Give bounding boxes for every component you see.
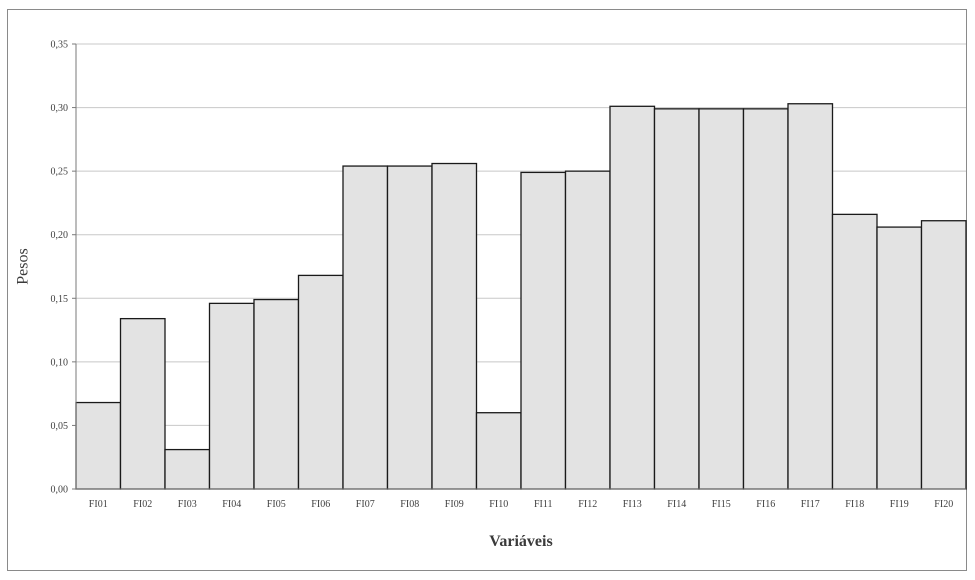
x-tick-label: FI17 xyxy=(801,499,820,510)
y-tick-labels: 0,00 0,05 0,10 0,15 0,20 0,25 0,30 0,35 xyxy=(51,40,69,496)
x-tick-label: FI20 xyxy=(934,499,953,510)
bar-fi10 xyxy=(475,412,522,490)
bar-fi18 xyxy=(831,213,878,490)
y-tick-label: 0,00 xyxy=(51,485,69,496)
bar-fi02 xyxy=(119,317,166,490)
x-tick-label: FI08 xyxy=(400,499,419,510)
y-tick-label: 0,35 xyxy=(51,40,69,51)
bar-fi16 xyxy=(742,108,789,490)
axes xyxy=(72,43,966,490)
y-tick-label: 0,05 xyxy=(51,421,69,432)
bar-fi14 xyxy=(653,108,700,490)
bar-fi15 xyxy=(698,108,745,490)
y-tick-label: 0,25 xyxy=(51,167,69,178)
x-tick-label: FI04 xyxy=(222,499,241,510)
x-tick-labels: FI01 FI02 FI03 FI04 FI05 FI06 FI07 FI08 FI09 FI10… xyxy=(89,499,953,510)
chart-frame: 0,00 0,05 0,10 0,15 0,20 0,25 0,30 0,35 FI01 FI0… xyxy=(7,9,967,571)
bar-fi04 xyxy=(208,302,255,490)
bar-fi13 xyxy=(609,105,656,490)
x-tick-label: FI15 xyxy=(712,499,731,510)
x-tick-label: FI16 xyxy=(756,499,775,510)
y-tick-label: 0,10 xyxy=(51,357,69,368)
bar-fi19 xyxy=(876,226,923,490)
x-tick-label: FI06 xyxy=(311,499,330,510)
y-tick-label: 0,30 xyxy=(51,103,69,114)
bar-fi09 xyxy=(431,162,478,490)
x-tick-label: FI14 xyxy=(667,499,686,510)
y-tick-label: 0,15 xyxy=(51,294,69,305)
x-tick-label: FI09 xyxy=(445,499,464,510)
bar-fi01 xyxy=(75,401,122,490)
bar-fi20 xyxy=(920,220,967,490)
x-tick-label: FI05 xyxy=(267,499,286,510)
x-tick-label: FI18 xyxy=(845,499,864,510)
x-tick-label: FI02 xyxy=(133,499,152,510)
x-tick-label: FI12 xyxy=(578,499,597,510)
bar-fi07 xyxy=(342,165,389,490)
y-axis-title: Pesos xyxy=(15,248,32,284)
x-tick-label: FI19 xyxy=(890,499,909,510)
x-tick-label: FI13 xyxy=(623,499,642,510)
bar-fi06 xyxy=(297,274,344,490)
bar-fi05 xyxy=(253,298,300,490)
x-tick-label: FI07 xyxy=(356,499,375,510)
x-axis-title: Variáveis xyxy=(489,533,552,550)
x-tick-label: FI01 xyxy=(89,499,108,510)
bar-fi11 xyxy=(520,171,567,490)
bar-fi12 xyxy=(564,170,611,490)
x-tick-label: FI10 xyxy=(489,499,508,510)
x-tick-label: FI03 xyxy=(178,499,197,510)
bar-fi17 xyxy=(787,103,834,490)
bar-chart: 0,000,050,100,150,200,250,300,35 FI01 FI0… xyxy=(15,40,967,550)
x-tick-label: FI11 xyxy=(534,499,553,510)
bar-fi08 xyxy=(386,165,433,490)
bar-fi03 xyxy=(164,448,211,490)
bars xyxy=(75,103,967,490)
y-tick-label: 0,20 xyxy=(51,230,69,241)
